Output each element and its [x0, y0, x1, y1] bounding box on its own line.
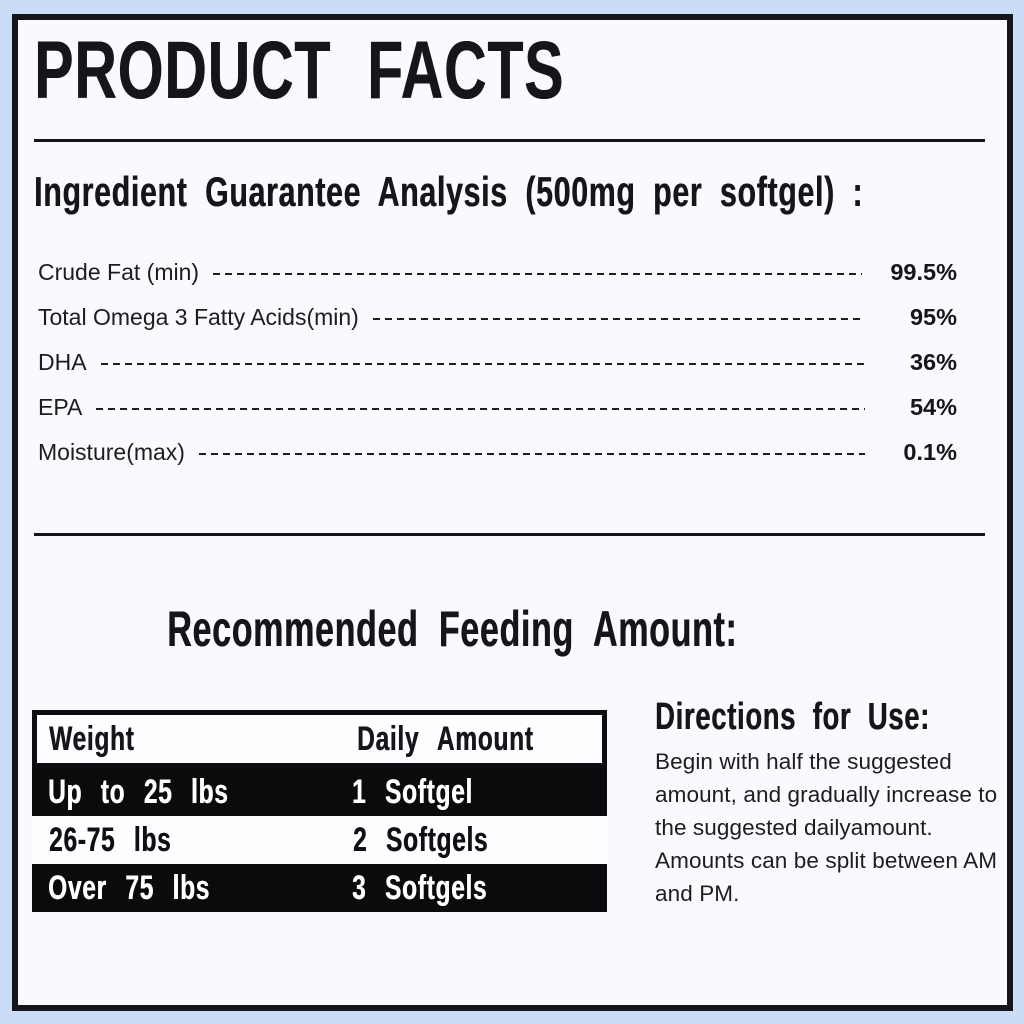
- divider-middle: [34, 533, 985, 536]
- analysis-heading-text: Ingredient Guarantee Analysis (500mg per…: [34, 168, 864, 215]
- dotted-leader: [372, 317, 865, 320]
- feeding-heading: Recommended Feeding Amount:: [167, 600, 737, 658]
- ingredient-list: Crude Fat (min) 99.5% Total Omega 3 Fatt…: [38, 250, 985, 475]
- cell-amount: 1 Softgel: [352, 773, 607, 812]
- dotted-leader: [213, 272, 863, 275]
- cell-amount-text: 1 Softgel: [352, 772, 473, 811]
- ingredient-label: Crude Fat (min): [38, 259, 200, 285]
- cell-amount: 2 Softgels: [353, 821, 607, 860]
- header-cell-daily-amount: Daily Amount: [357, 720, 602, 759]
- cell-weight-text: 26-75 lbs: [49, 820, 172, 859]
- directions-heading: Directions for Use:: [655, 696, 1000, 739]
- directions-section: Directions for Use: Begin with half the …: [655, 696, 1000, 910]
- cell-amount: 3 Softgels: [352, 869, 607, 908]
- dotted-leader: [198, 452, 865, 455]
- divider-top: [34, 139, 985, 142]
- ingredient-row: DHA 36%: [38, 340, 985, 385]
- dotted-leader: [100, 362, 865, 365]
- dotted-leader: [96, 407, 865, 410]
- card-content: PRODUCT FACTS Ingredient Guarantee Analy…: [18, 20, 1007, 1005]
- ingredient-value: 95%: [909, 304, 957, 330]
- header-daily-amount-text: Daily Amount: [357, 719, 534, 758]
- header-cell-weight: Weight: [49, 720, 357, 759]
- cell-amount-text: 3 Softgels: [352, 868, 488, 907]
- ingredient-row: Crude Fat (min) 99.5%: [38, 250, 985, 295]
- ingredient-value: 0.1%: [903, 439, 957, 465]
- ingredient-row: Moisture(max) 0.1%: [38, 430, 985, 475]
- cell-weight: Up to 25 lbs: [48, 773, 352, 812]
- ingredient-row: EPA 54%: [38, 385, 985, 430]
- cell-amount-text: 2 Softgels: [353, 820, 489, 859]
- ingredient-row: Total Omega 3 Fatty Acids(min) 95%: [38, 295, 985, 340]
- ingredient-label: Moisture(max): [38, 439, 185, 465]
- header-weight-text: Weight: [49, 719, 135, 758]
- ingredient-label: EPA: [38, 394, 83, 420]
- cell-weight: Over 75 lbs: [48, 869, 352, 908]
- page-title: PRODUCT FACTS: [34, 25, 770, 116]
- feeding-heading-text: Recommended Feeding Amount:: [167, 601, 738, 657]
- feeding-table: Weight Daily Amount Up to 25 lbs 1 Softg…: [32, 710, 607, 912]
- cell-weight-text: Up to 25 lbs: [48, 772, 229, 811]
- ingredient-value: 99.5%: [890, 259, 957, 285]
- ingredient-value: 54%: [909, 394, 957, 420]
- page-title-text: PRODUCT FACTS: [34, 25, 565, 116]
- table-row: Over 75 lbs 3 Softgels: [32, 864, 607, 912]
- directions-body: Begin with half the suggested amount, an…: [655, 749, 998, 906]
- cell-weight: 26-75 lbs: [49, 821, 353, 860]
- table-row: Up to 25 lbs 1 Softgel: [32, 768, 607, 816]
- cell-weight-text: Over 75 lbs: [48, 868, 210, 907]
- ingredient-value: 36%: [909, 349, 957, 375]
- table-row: 26-75 lbs 2 Softgels: [32, 816, 607, 864]
- feeding-table-header: Weight Daily Amount: [32, 710, 607, 768]
- analysis-heading: Ingredient Guarantee Analysis (500mg per…: [34, 168, 1024, 216]
- directions-heading-text: Directions for Use:: [655, 696, 930, 738]
- ingredient-label: Total Omega 3 Fatty Acids(min): [38, 304, 359, 330]
- product-facts-card: PRODUCT FACTS Ingredient Guarantee Analy…: [12, 14, 1013, 1011]
- ingredient-label: DHA: [38, 349, 87, 375]
